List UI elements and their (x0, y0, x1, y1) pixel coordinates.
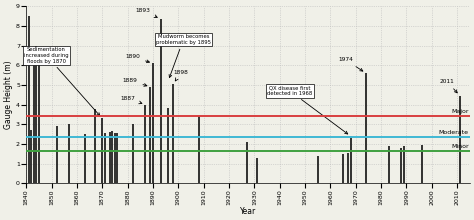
Text: QX disease first
detected in 1968: QX disease first detected in 1968 (267, 85, 348, 134)
Text: 2011: 2011 (440, 79, 457, 93)
Text: Major: Major (451, 109, 469, 114)
Text: Sedimentation
increased during
floods by 1870: Sedimentation increased during floods by… (24, 47, 100, 116)
Text: Mudworm becomes
problematic by 1895: Mudworm becomes problematic by 1895 (156, 34, 211, 77)
Text: 1974: 1974 (338, 57, 363, 71)
Text: Moderate: Moderate (438, 130, 469, 135)
Text: 1890: 1890 (125, 54, 149, 63)
Text: 1889: 1889 (123, 78, 147, 86)
X-axis label: Year: Year (240, 207, 256, 216)
Text: 1887: 1887 (120, 96, 142, 104)
Text: 1893: 1893 (136, 8, 157, 17)
Y-axis label: Gauge Height (m): Gauge Height (m) (4, 61, 13, 129)
Text: Minor: Minor (451, 144, 469, 149)
Text: 1898: 1898 (173, 70, 188, 81)
